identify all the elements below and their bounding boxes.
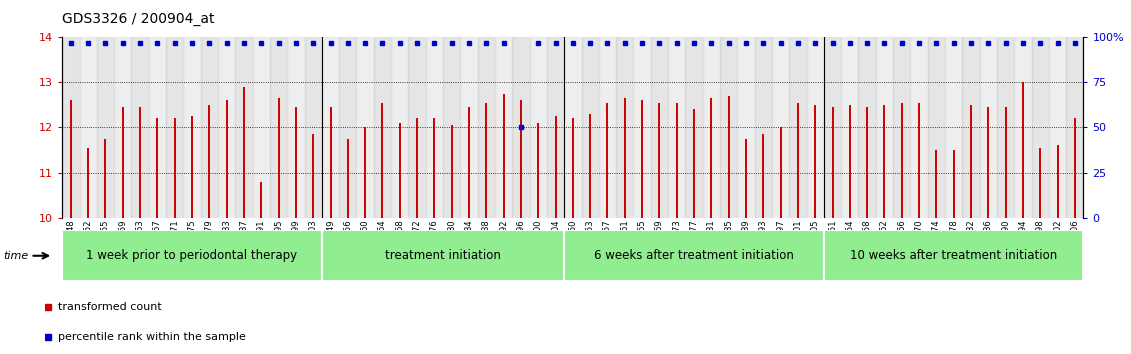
Bar — [633, 37, 650, 218]
Bar — [823, 37, 841, 218]
Bar — [512, 37, 529, 218]
Bar — [598, 37, 616, 218]
Text: 10 weeks after treatment initiation: 10 weeks after treatment initiation — [851, 249, 1057, 262]
Bar — [287, 37, 304, 218]
Bar — [564, 230, 823, 281]
Bar — [408, 37, 425, 218]
Bar — [720, 37, 737, 218]
Bar — [114, 37, 131, 218]
Bar — [304, 37, 322, 218]
Bar — [1015, 37, 1031, 218]
Bar — [841, 37, 858, 218]
Bar — [772, 37, 789, 218]
Bar — [391, 37, 408, 218]
Bar — [754, 37, 772, 218]
Bar — [62, 230, 322, 281]
Bar — [131, 37, 149, 218]
Bar — [910, 37, 927, 218]
Bar — [183, 37, 200, 218]
Bar — [62, 37, 79, 218]
Bar — [252, 37, 270, 218]
Bar — [166, 37, 183, 218]
Bar — [270, 37, 287, 218]
Bar — [529, 37, 547, 218]
Bar — [893, 37, 910, 218]
Bar — [668, 37, 685, 218]
Bar — [235, 37, 252, 218]
Bar — [79, 37, 97, 218]
Bar — [1067, 37, 1083, 218]
Text: GDS3326 / 200904_at: GDS3326 / 200904_at — [62, 12, 215, 27]
Bar — [979, 37, 996, 218]
Text: time: time — [3, 251, 28, 261]
Bar — [339, 37, 356, 218]
Bar — [616, 37, 633, 218]
Text: transformed count: transformed count — [58, 302, 162, 312]
Bar — [547, 37, 564, 218]
Bar — [425, 37, 443, 218]
Bar — [322, 37, 339, 218]
Bar — [460, 37, 477, 218]
Bar — [356, 37, 373, 218]
Bar — [996, 37, 1015, 218]
Bar — [875, 37, 893, 218]
Text: 6 weeks after treatment initiation: 6 weeks after treatment initiation — [594, 249, 794, 262]
Bar — [650, 37, 668, 218]
Bar — [927, 37, 946, 218]
Bar — [962, 37, 979, 218]
Bar — [200, 37, 218, 218]
Bar — [946, 37, 962, 218]
Bar — [97, 37, 114, 218]
Bar — [702, 37, 720, 218]
Text: 1 week prior to periodontal therapy: 1 week prior to periodontal therapy — [86, 249, 297, 262]
Text: treatment initiation: treatment initiation — [385, 249, 501, 262]
Bar — [495, 37, 512, 218]
Bar — [564, 37, 581, 218]
Bar — [322, 230, 564, 281]
Bar — [477, 37, 495, 218]
Bar — [858, 37, 875, 218]
Bar — [581, 37, 598, 218]
Bar — [149, 37, 166, 218]
Bar — [218, 37, 235, 218]
Bar — [789, 37, 806, 218]
Bar — [823, 230, 1083, 281]
Bar — [737, 37, 754, 218]
Bar — [1048, 37, 1067, 218]
Bar — [373, 37, 391, 218]
Bar — [443, 37, 460, 218]
Bar — [806, 37, 823, 218]
Text: percentile rank within the sample: percentile rank within the sample — [58, 332, 245, 342]
Bar — [685, 37, 702, 218]
Bar — [1031, 37, 1048, 218]
